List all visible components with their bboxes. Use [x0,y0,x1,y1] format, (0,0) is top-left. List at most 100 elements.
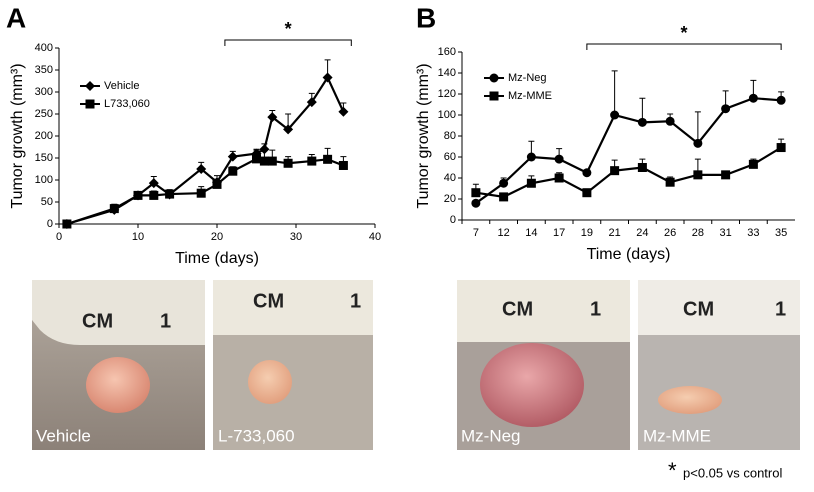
marker [109,204,119,214]
legend-label: Mz-MME [508,90,552,102]
ruler-label: CM [253,290,284,312]
legend-marker [85,99,95,109]
marker [554,154,564,164]
marker [610,110,620,120]
x-tick-label: 17 [553,227,565,239]
marker [471,188,481,198]
marker [693,138,703,148]
x-tick-label: 35 [775,227,787,239]
y-tick-label: 350 [35,64,53,76]
marker [267,156,277,166]
photo-label: L-733,060 [218,426,295,445]
ruler-mark: 1 [775,298,786,320]
x-tick-label: 20 [211,231,223,243]
marker [554,173,564,183]
x-tick-label: 28 [692,227,704,239]
y-axis-title: Tumor growth (mm³) [415,63,432,208]
marker [62,219,72,229]
y-tick-label: 100 [438,109,456,121]
marker [721,104,731,114]
marker [228,166,238,176]
marker [499,192,509,202]
marker [637,117,647,127]
marker [323,154,333,164]
x-axis-title: Time (days) [175,250,259,267]
marker [322,72,333,83]
error-bar [694,111,701,144]
marker [748,159,758,169]
y-tick-label: 300 [35,86,53,98]
legend-marker [489,91,499,101]
marker [148,178,159,189]
marker [252,154,261,164]
marker [526,178,536,188]
marker [267,112,278,123]
y-tick-label: 150 [35,152,53,164]
marker [471,198,481,208]
y-tick-label: 0 [450,214,456,226]
marker [283,124,294,135]
marker [227,151,238,162]
photo: CM 1 Mz-MME [638,280,800,450]
y-tick-label: 80 [444,130,456,142]
marker [582,168,592,178]
y-tick-label: 60 [444,151,456,163]
panel-label: A [6,2,26,33]
marker [133,190,143,200]
marker [776,143,786,153]
ruler-label: CM [683,298,714,320]
marker [212,179,222,189]
photo: CM 1 Mz-Neg [457,280,630,450]
y-tick-label: 250 [35,108,53,120]
significance-bracket [586,43,782,50]
ruler-mark: 1 [590,298,601,320]
marker [338,106,349,117]
x-tick-label: 19 [581,227,593,239]
marker [665,116,675,126]
marker [776,95,786,105]
ruler-label: CM [82,310,113,332]
marker [637,163,647,172]
x-tick-label: 14 [525,227,537,239]
y-tick-label: 100 [35,174,53,186]
legend-marker [489,73,499,83]
panel-label: B [416,2,436,33]
legend-label: Vehicle [104,80,139,92]
marker [165,189,175,199]
footnote-symbol: * [668,458,677,483]
legend-label: Mz-Neg [508,72,547,84]
significance-label: * [285,19,292,39]
photo-label: Mz-Neg [461,426,521,445]
y-tick-label: 160 [438,46,456,58]
marker [526,152,536,162]
x-tick-label: 12 [498,227,510,239]
marker [306,97,317,108]
marker [748,93,758,103]
photo: CM 1 L-733,060 [213,280,373,450]
error-bar [611,70,618,115]
marker [582,188,592,198]
y-tick-label: 40 [444,172,456,184]
x-tick-label: 30 [290,231,302,243]
marker [693,170,703,180]
x-axis-title: Time (days) [587,246,671,263]
ruler-label: CM [502,298,533,320]
marker [338,160,348,170]
ruler-mark: 1 [350,290,361,312]
y-tick-label: 0 [47,218,53,230]
x-tick-label: 24 [636,227,648,239]
x-tick-label: 26 [664,227,676,239]
marker [665,177,675,187]
significance-bracket [224,39,352,46]
marker [721,170,731,180]
legend-label: L733,060 [104,98,150,110]
photo-label: Vehicle [36,426,91,445]
photo: CM 1 Vehicle [32,280,205,450]
marker [196,188,206,198]
y-axis-title: Tumor growth (mm³) [9,63,26,208]
y-tick-label: 140 [438,67,456,79]
y-tick-label: 200 [35,130,53,142]
photo-label: Mz-MME [643,426,711,445]
x-tick-label: 0 [56,231,62,243]
